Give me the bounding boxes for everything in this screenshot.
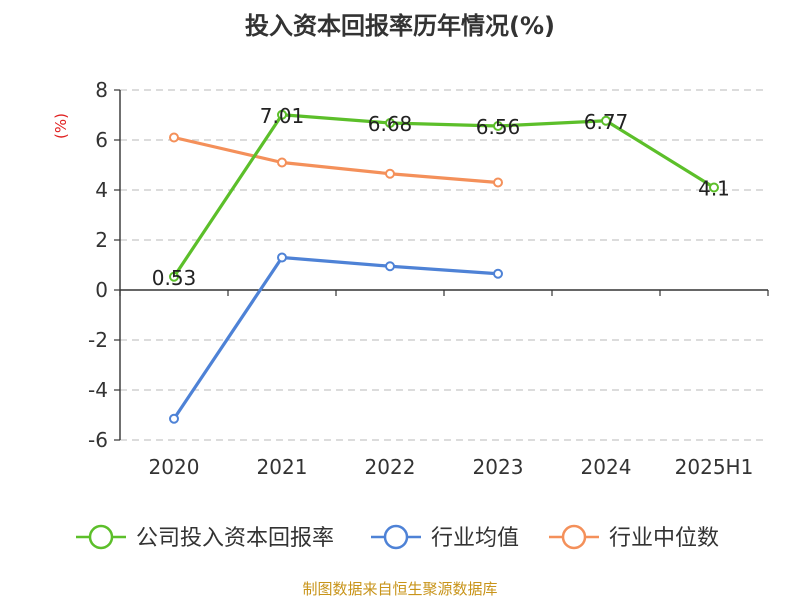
data-point	[493, 268, 503, 279]
x-tick-label: 2020	[149, 455, 200, 479]
x-tick-label: 2024	[581, 455, 632, 479]
legend-marker	[88, 524, 114, 550]
x-tick-label: 2025H1	[675, 455, 754, 479]
x-tick-label: 2021	[257, 455, 308, 479]
series-line	[172, 255, 499, 420]
data-label: 7.01	[260, 104, 305, 128]
data-point	[385, 118, 395, 128]
data-label: 6.68	[368, 112, 413, 136]
data-point	[709, 182, 719, 193]
data-label: 6.56	[476, 115, 521, 139]
x-tick-label: 2023	[473, 455, 524, 479]
y-tick-label: 6	[95, 128, 108, 152]
data-point	[493, 177, 503, 188]
x-tick-label: 2022	[365, 455, 416, 479]
series-line	[173, 135, 499, 185]
series-line	[172, 113, 715, 278]
chart-title: 投入资本回报率历年情况(%)	[245, 12, 555, 40]
y-axis-unit: (%)	[52, 113, 70, 139]
y-tick-label: 0	[95, 278, 108, 302]
legend-marker	[561, 524, 587, 550]
data-label: 0.53	[152, 266, 197, 290]
data-point	[169, 271, 179, 282]
data-point	[277, 157, 287, 168]
grid-lines	[120, 89, 768, 441]
legend: 公司投入资本回报率 行业均值 行业中位数	[76, 524, 719, 551]
data-point	[277, 252, 287, 263]
data-point	[385, 168, 395, 179]
data-point	[169, 132, 179, 143]
y-tick-label: 4	[95, 178, 108, 202]
y-tick-label: -6	[88, 428, 108, 452]
data-point	[277, 109, 287, 120]
y-tick-label: -2	[88, 328, 108, 352]
data-point	[169, 413, 179, 424]
data-labels: 0.53 7.01 6.68 6.56 6.77 4.1	[152, 104, 730, 290]
y-tick-label: -4	[88, 378, 108, 402]
data-label: 6.77	[584, 110, 629, 134]
legend-marker	[383, 524, 409, 550]
data-point	[601, 115, 611, 126]
axes: 8 6 4 2 0 -2 -4 -6 2020 2021 2022 2023 2024 2025H1	[88, 78, 769, 479]
legend-label: 行业中位数	[609, 526, 719, 551]
y-tick-label: 8	[95, 78, 108, 102]
legend-label: 行业均值	[431, 526, 519, 551]
data-point	[493, 121, 503, 131]
series-lines	[169, 109, 719, 424]
legend-label: 公司投入资本回报率	[136, 526, 334, 551]
y-tick-label: 2	[95, 228, 108, 252]
data-label: 4.1	[698, 177, 730, 201]
source-note: 制图数据来自恒生聚源数据库	[302, 580, 497, 598]
data-point	[385, 261, 395, 272]
